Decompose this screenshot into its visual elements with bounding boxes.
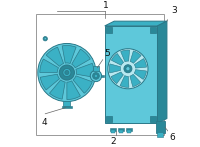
Wedge shape — [130, 74, 141, 87]
Circle shape — [94, 74, 98, 78]
FancyBboxPatch shape — [93, 66, 99, 71]
Wedge shape — [40, 74, 60, 90]
Circle shape — [38, 44, 96, 102]
Bar — [110, 128, 116, 131]
Text: 5: 5 — [104, 49, 110, 58]
Circle shape — [124, 65, 132, 73]
Wedge shape — [62, 46, 76, 64]
Wedge shape — [111, 54, 124, 65]
Wedge shape — [134, 70, 146, 79]
Bar — [62, 106, 72, 108]
Bar — [126, 128, 132, 131]
Wedge shape — [121, 50, 130, 62]
Circle shape — [59, 65, 74, 80]
Text: 6: 6 — [170, 133, 175, 142]
Text: 4: 4 — [41, 118, 47, 127]
Circle shape — [44, 38, 46, 40]
Bar — [150, 27, 156, 33]
Bar — [101, 75, 104, 77]
Bar — [111, 130, 115, 133]
Wedge shape — [49, 80, 65, 99]
Polygon shape — [157, 21, 167, 123]
Wedge shape — [109, 64, 121, 73]
Bar — [106, 116, 112, 122]
Wedge shape — [72, 49, 90, 68]
Bar — [118, 128, 124, 131]
Polygon shape — [105, 21, 167, 26]
Bar — [63, 101, 70, 106]
Text: 2: 2 — [110, 137, 116, 146]
Circle shape — [63, 69, 71, 77]
Circle shape — [90, 70, 102, 82]
Circle shape — [126, 67, 130, 71]
Wedge shape — [67, 81, 80, 100]
FancyBboxPatch shape — [157, 132, 163, 137]
FancyBboxPatch shape — [156, 121, 165, 133]
Circle shape — [108, 49, 148, 89]
Wedge shape — [120, 76, 129, 87]
Bar — [106, 27, 112, 33]
Wedge shape — [46, 47, 64, 66]
Circle shape — [65, 71, 69, 75]
Wedge shape — [40, 59, 59, 72]
Bar — [105, 26, 157, 123]
Circle shape — [43, 37, 47, 41]
Wedge shape — [130, 51, 141, 63]
Text: 3: 3 — [171, 6, 177, 15]
Bar — [150, 116, 156, 122]
Wedge shape — [134, 59, 147, 68]
Wedge shape — [73, 76, 92, 93]
Circle shape — [93, 72, 99, 79]
Bar — [119, 130, 123, 133]
Text: 1: 1 — [103, 1, 108, 10]
Wedge shape — [76, 63, 94, 77]
Wedge shape — [111, 72, 123, 84]
Bar — [127, 130, 131, 133]
